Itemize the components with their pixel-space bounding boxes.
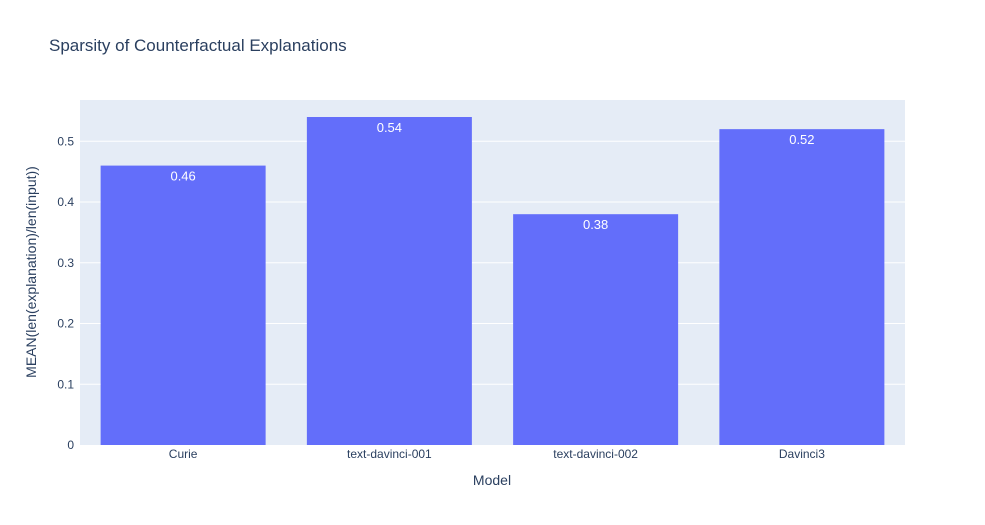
bar (306, 117, 472, 445)
y-tick-label: 0.4 (57, 195, 74, 209)
x-axis-title: Model (473, 472, 511, 488)
y-tick-label: 0.3 (57, 256, 74, 270)
x-tick-label: text-davinci-001 (347, 447, 432, 461)
bar-data-label: 0.52 (789, 132, 814, 147)
bar (719, 129, 885, 446)
bar-data-label: 0.38 (583, 217, 608, 232)
bar-data-label: 0.46 (170, 169, 195, 184)
chart-title: Sparsity of Counterfactual Explanations (49, 36, 347, 55)
x-tick-label: text-davinci-002 (553, 447, 638, 461)
bar (100, 165, 266, 446)
bars (100, 117, 885, 446)
x-axis-ticks: Curie text-davinci-001 text-davinci-002 Dav… (169, 447, 825, 461)
x-tick-label: Davinci3 (779, 447, 825, 461)
bar-data-label: 0.54 (377, 120, 402, 135)
bar (513, 214, 679, 445)
y-tick-label: 0.1 (57, 377, 74, 391)
bar-data-labels: 0.46 0.54 0.38 0.52 (170, 120, 814, 232)
y-axis-title: MEAN(len(explanation)/len(input)) (23, 166, 39, 378)
y-tick-label: 0 (67, 438, 74, 452)
y-tick-label: 0.5 (57, 134, 74, 148)
y-tick-label: 0.2 (57, 317, 74, 331)
y-axis-ticks: 0 0.1 0.2 0.3 0.4 0.5 (57, 134, 74, 452)
x-tick-label: Curie (169, 447, 198, 461)
